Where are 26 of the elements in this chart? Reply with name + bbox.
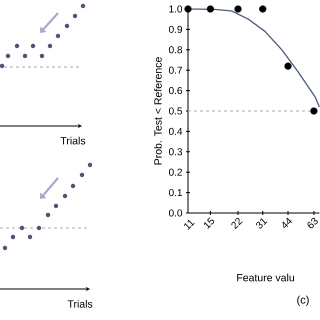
point [259,5,266,13]
point [284,62,292,70]
y-tick-label: 0.1 [168,189,182,196]
y-tick-label: 0.5 [168,107,182,115]
x-tick-label: 63 [307,218,318,228]
x-tick-label: 44 [282,218,292,228]
y-tick-label: 0.3 [168,148,182,156]
x-tick-label: 15 [204,217,214,229]
x-tick-label: 31 [256,218,268,228]
y-axis-title: Prob. Test < Reference [154,57,162,164]
y-tick-label: 0.4 [168,128,182,135]
y-tick-label: 0.8 [168,46,182,54]
y-tick-label: 0.9 [168,26,182,33]
y-tick-label: 0.2 [168,168,182,176]
text: Trials [60,136,86,144]
y-tick-label: 0.6 [168,87,182,94]
point [184,5,192,13]
y-tick-label: 1.0 [169,5,182,13]
y-tick-label: 0.0 [168,209,182,217]
text: Trials [68,300,92,308]
y-tick-label: 0.7 [168,66,182,74]
point [234,5,242,13]
x-axis-title: Feature valu [237,274,294,282]
text: (c) [297,296,309,306]
x-tick-label: 22 [231,218,243,230]
x-tick-label: 11 [184,220,195,230]
